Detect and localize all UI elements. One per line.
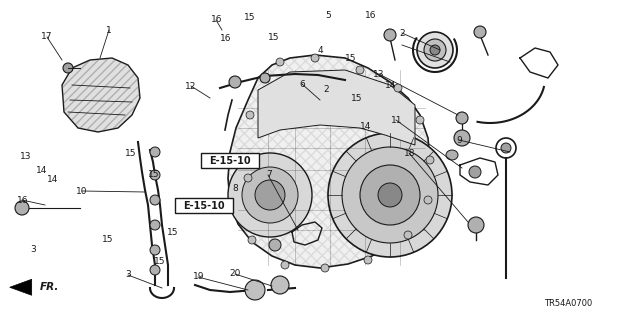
Text: 8: 8 [233, 184, 238, 193]
Ellipse shape [150, 265, 160, 275]
Text: E-15-10: E-15-10 [182, 201, 225, 211]
Text: 5: 5 [325, 11, 330, 20]
Ellipse shape [15, 201, 29, 215]
Ellipse shape [245, 280, 265, 300]
Text: 17: 17 [41, 32, 52, 41]
Text: 15: 15 [268, 33, 280, 42]
Text: 15: 15 [244, 13, 255, 22]
Ellipse shape [150, 220, 160, 230]
Circle shape [426, 156, 434, 164]
FancyBboxPatch shape [175, 198, 232, 213]
Text: 9: 9 [457, 136, 462, 145]
Text: E-15-10: E-15-10 [209, 155, 252, 166]
Ellipse shape [269, 239, 281, 251]
Text: 18: 18 [404, 149, 415, 158]
Text: 15: 15 [345, 54, 356, 63]
Circle shape [394, 84, 402, 92]
Circle shape [364, 256, 372, 264]
Ellipse shape [260, 73, 270, 83]
Ellipse shape [501, 143, 511, 153]
Ellipse shape [378, 183, 402, 207]
Text: 15: 15 [148, 170, 159, 179]
Circle shape [356, 66, 364, 74]
Ellipse shape [468, 217, 484, 233]
Circle shape [246, 111, 254, 119]
Text: 16: 16 [365, 11, 377, 20]
Ellipse shape [456, 112, 468, 124]
Text: 3: 3 [125, 271, 131, 279]
Polygon shape [62, 58, 140, 132]
Text: 10: 10 [76, 187, 88, 196]
Ellipse shape [150, 245, 160, 255]
Circle shape [248, 236, 256, 244]
Text: 16: 16 [17, 196, 28, 205]
Text: 1: 1 [106, 26, 111, 35]
Text: 2: 2 [324, 85, 329, 94]
Text: 15: 15 [154, 257, 166, 266]
Text: 4: 4 [317, 46, 323, 55]
Polygon shape [258, 70, 415, 145]
FancyBboxPatch shape [202, 152, 259, 167]
Ellipse shape [446, 150, 458, 160]
Text: 14: 14 [47, 175, 58, 184]
Ellipse shape [417, 32, 453, 68]
Text: 15: 15 [125, 149, 137, 158]
Text: 3: 3 [31, 245, 36, 254]
Ellipse shape [63, 63, 73, 73]
Text: 15: 15 [351, 94, 363, 103]
Text: 11: 11 [391, 116, 403, 125]
Text: TR54A0700: TR54A0700 [544, 299, 593, 308]
Text: 16: 16 [220, 34, 231, 43]
Polygon shape [228, 55, 430, 268]
Circle shape [281, 261, 289, 269]
Text: 14: 14 [360, 122, 372, 131]
Text: 16: 16 [211, 15, 222, 24]
Ellipse shape [150, 147, 160, 157]
Ellipse shape [255, 180, 285, 210]
Circle shape [424, 196, 432, 204]
Text: 13: 13 [20, 152, 31, 161]
Text: 6: 6 [300, 80, 305, 89]
Polygon shape [10, 279, 32, 295]
Text: 14: 14 [36, 166, 47, 175]
Ellipse shape [469, 166, 481, 178]
Ellipse shape [360, 165, 420, 225]
Circle shape [276, 58, 284, 66]
Ellipse shape [384, 29, 396, 41]
Circle shape [244, 174, 252, 182]
Text: 2: 2 [399, 29, 404, 38]
Circle shape [404, 231, 412, 239]
Ellipse shape [150, 195, 160, 205]
Text: 15: 15 [167, 228, 179, 237]
Ellipse shape [474, 26, 486, 38]
Ellipse shape [424, 39, 446, 61]
Text: 12: 12 [185, 82, 196, 91]
Text: 7: 7 [266, 170, 271, 179]
Ellipse shape [242, 167, 298, 223]
Circle shape [321, 264, 329, 272]
Ellipse shape [229, 76, 241, 88]
Text: 20: 20 [230, 269, 241, 278]
Ellipse shape [430, 45, 440, 55]
Ellipse shape [150, 170, 160, 180]
Circle shape [311, 54, 319, 62]
Text: 15: 15 [102, 235, 113, 244]
Text: FR.: FR. [40, 282, 59, 292]
Ellipse shape [342, 147, 438, 243]
Ellipse shape [271, 276, 289, 294]
Ellipse shape [328, 133, 452, 257]
Ellipse shape [454, 130, 470, 146]
Text: 14: 14 [385, 81, 396, 90]
Circle shape [416, 116, 424, 124]
Text: 13: 13 [373, 70, 385, 78]
Text: 19: 19 [193, 272, 204, 281]
Ellipse shape [228, 153, 312, 237]
